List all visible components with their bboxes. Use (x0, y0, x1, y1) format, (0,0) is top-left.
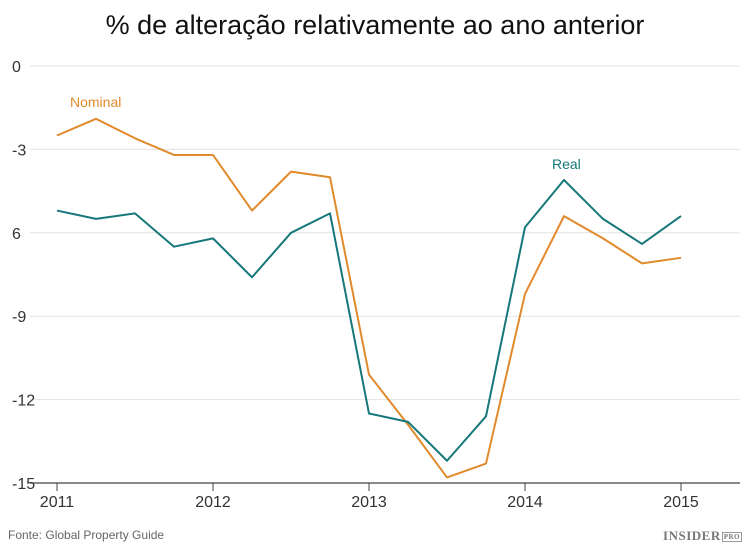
insider-pro-logo: INSIDER PRO (663, 528, 742, 544)
x-tick-label: 2014 (507, 494, 543, 511)
x-tick-label: 2015 (663, 494, 699, 511)
x-tick-label: 2012 (195, 494, 231, 511)
x-tick-label: 2013 (351, 494, 387, 511)
logo-badge: PRO (721, 532, 742, 543)
y-tick-label: -3 (12, 142, 26, 159)
y-tick-label: 6 (12, 226, 21, 243)
chart-title: % de alteração relativamente ao ano ante… (105, 10, 645, 40)
series-label-real: Real (552, 156, 581, 172)
source-note: Fonte: Global Property Guide (8, 528, 165, 542)
y-tick-label: -15 (12, 476, 35, 493)
series-line-real (56, 178, 682, 462)
y-tick-label: -9 (12, 309, 26, 326)
series-line-nominal (56, 117, 682, 479)
logo-text: INSIDER (663, 528, 721, 543)
x-tick-label: 2011 (40, 494, 75, 511)
y-tick-label: 0 (12, 59, 21, 76)
y-tick-label: -12 (12, 393, 35, 410)
series-label-nominal: Nominal (70, 94, 121, 110)
